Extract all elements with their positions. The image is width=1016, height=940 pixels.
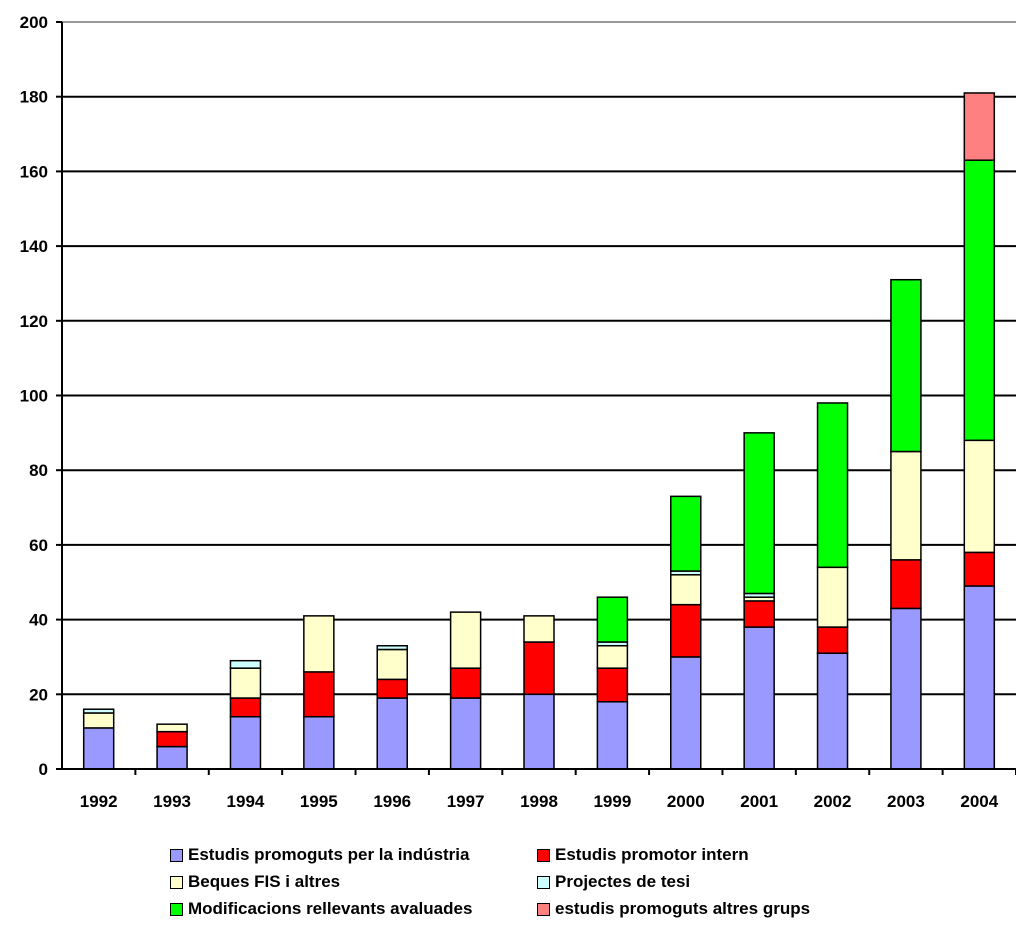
bar-segment (376, 644, 408, 651)
bar-segment (229, 659, 262, 669)
bar-segment (670, 603, 702, 658)
bar-segment (890, 278, 922, 453)
bar-segment (156, 723, 188, 733)
legend-swatch (170, 902, 183, 916)
legend-label: Estudis promoguts per la indústria (188, 845, 470, 864)
legend-swatch (537, 848, 550, 862)
bar-segment (156, 745, 188, 770)
x-tick-label: 1995 (300, 792, 338, 811)
x-tick-label: 2000 (667, 792, 705, 811)
y-tick-label: 20 (29, 685, 48, 704)
bar-segment (376, 697, 408, 770)
y-tick-label: 160 (20, 162, 48, 181)
legend-swatch (537, 902, 550, 916)
bar-segment (743, 600, 775, 628)
bar-segment (82, 712, 115, 729)
bar-segment (670, 495, 702, 572)
y-tick-label: 200 (20, 13, 48, 32)
legend-label: Beques FIS i altres (188, 872, 341, 891)
bar-segment (963, 585, 996, 770)
bar-segment (596, 644, 629, 669)
legend-label: Modificacions rellevants avaluades (188, 899, 473, 918)
x-tick-label: 1994 (227, 792, 265, 811)
legend-swatch (537, 875, 550, 889)
x-tick-label: 2003 (887, 792, 925, 811)
bar-segment (890, 559, 922, 610)
bar-segment (963, 551, 996, 587)
legend-swatch (170, 875, 183, 889)
x-tick-label: 1996 (373, 792, 411, 811)
bar-segment (743, 626, 775, 770)
legend-item-modificacions: Modificacions rellevants avaluades (170, 899, 472, 919)
bar-segment (596, 596, 629, 643)
bar-segment (816, 626, 849, 654)
y-tick-label: 60 (29, 536, 48, 555)
bar-segment (816, 402, 849, 569)
bar-segment (303, 715, 335, 770)
bar-segment (596, 667, 629, 703)
bar-segment (963, 92, 996, 161)
bar-segment (963, 159, 996, 442)
y-tick-label: 120 (20, 312, 48, 331)
bar-segment (670, 574, 702, 606)
y-tick-label: 0 (39, 760, 48, 779)
y-tick-label: 100 (20, 387, 48, 406)
x-tick-label: 2004 (960, 792, 998, 811)
bar-segment (449, 697, 482, 770)
bar-segment (449, 667, 482, 699)
y-tick-label: 40 (29, 611, 48, 630)
bar-segment (303, 615, 335, 673)
x-tick-label: 1993 (153, 792, 191, 811)
bar-segment (156, 730, 188, 748)
bar-segment (963, 439, 996, 554)
x-tick-label: 1997 (447, 792, 485, 811)
bar-segment (890, 450, 922, 561)
y-tick-label: 80 (29, 461, 48, 480)
bar-segment (449, 611, 482, 669)
x-tick-label: 1992 (80, 792, 118, 811)
bar-segment (890, 607, 922, 770)
bar-segment (816, 566, 849, 628)
bar-segment (82, 708, 115, 714)
bar-segment (523, 693, 555, 770)
legend-label: estudis promoguts altres grups (555, 899, 811, 918)
legend-label: Projectes de tesi (555, 872, 691, 891)
legend-row: Beques FIS i altres Projectes de tesi (170, 872, 930, 899)
legend-label: Estudis promotor intern (555, 845, 749, 864)
x-tick-label: 1999 (593, 792, 631, 811)
x-tick-label: 2001 (740, 792, 778, 811)
legend-item-altres-grups: estudis promoguts altres grups (537, 899, 810, 919)
bar-segment (229, 715, 262, 770)
legend-item-promotor-intern: Estudis promotor intern (537, 845, 749, 865)
bar-segment (229, 697, 262, 718)
x-tick-label: 1998 (520, 792, 558, 811)
bar-segment (596, 701, 629, 770)
bar-segment (743, 432, 775, 595)
legend-item-projectes-tesi: Projectes de tesi (537, 872, 690, 892)
bar-segment (376, 648, 408, 681)
bar-segment (82, 727, 115, 770)
legend-swatch (170, 848, 183, 862)
bar-segment (523, 615, 555, 643)
y-tick-label: 180 (20, 88, 48, 107)
bar-segment (229, 667, 262, 699)
bar-segment (670, 656, 702, 770)
y-tick-label: 140 (20, 237, 48, 256)
bar-segment (523, 641, 555, 696)
legend: Estudis promoguts per la indústria Estud… (170, 845, 930, 926)
legend-item-beques: Beques FIS i altres (170, 872, 340, 892)
x-tick-label: 2002 (814, 792, 852, 811)
legend-row: Estudis promoguts per la indústria Estud… (170, 845, 930, 872)
legend-item-industria: Estudis promoguts per la indústria (170, 845, 469, 865)
legend-row: Modificacions rellevants avaluades estud… (170, 899, 930, 926)
bar-segment (303, 671, 335, 718)
bar-segment (816, 652, 849, 770)
bar-segment (376, 678, 408, 699)
